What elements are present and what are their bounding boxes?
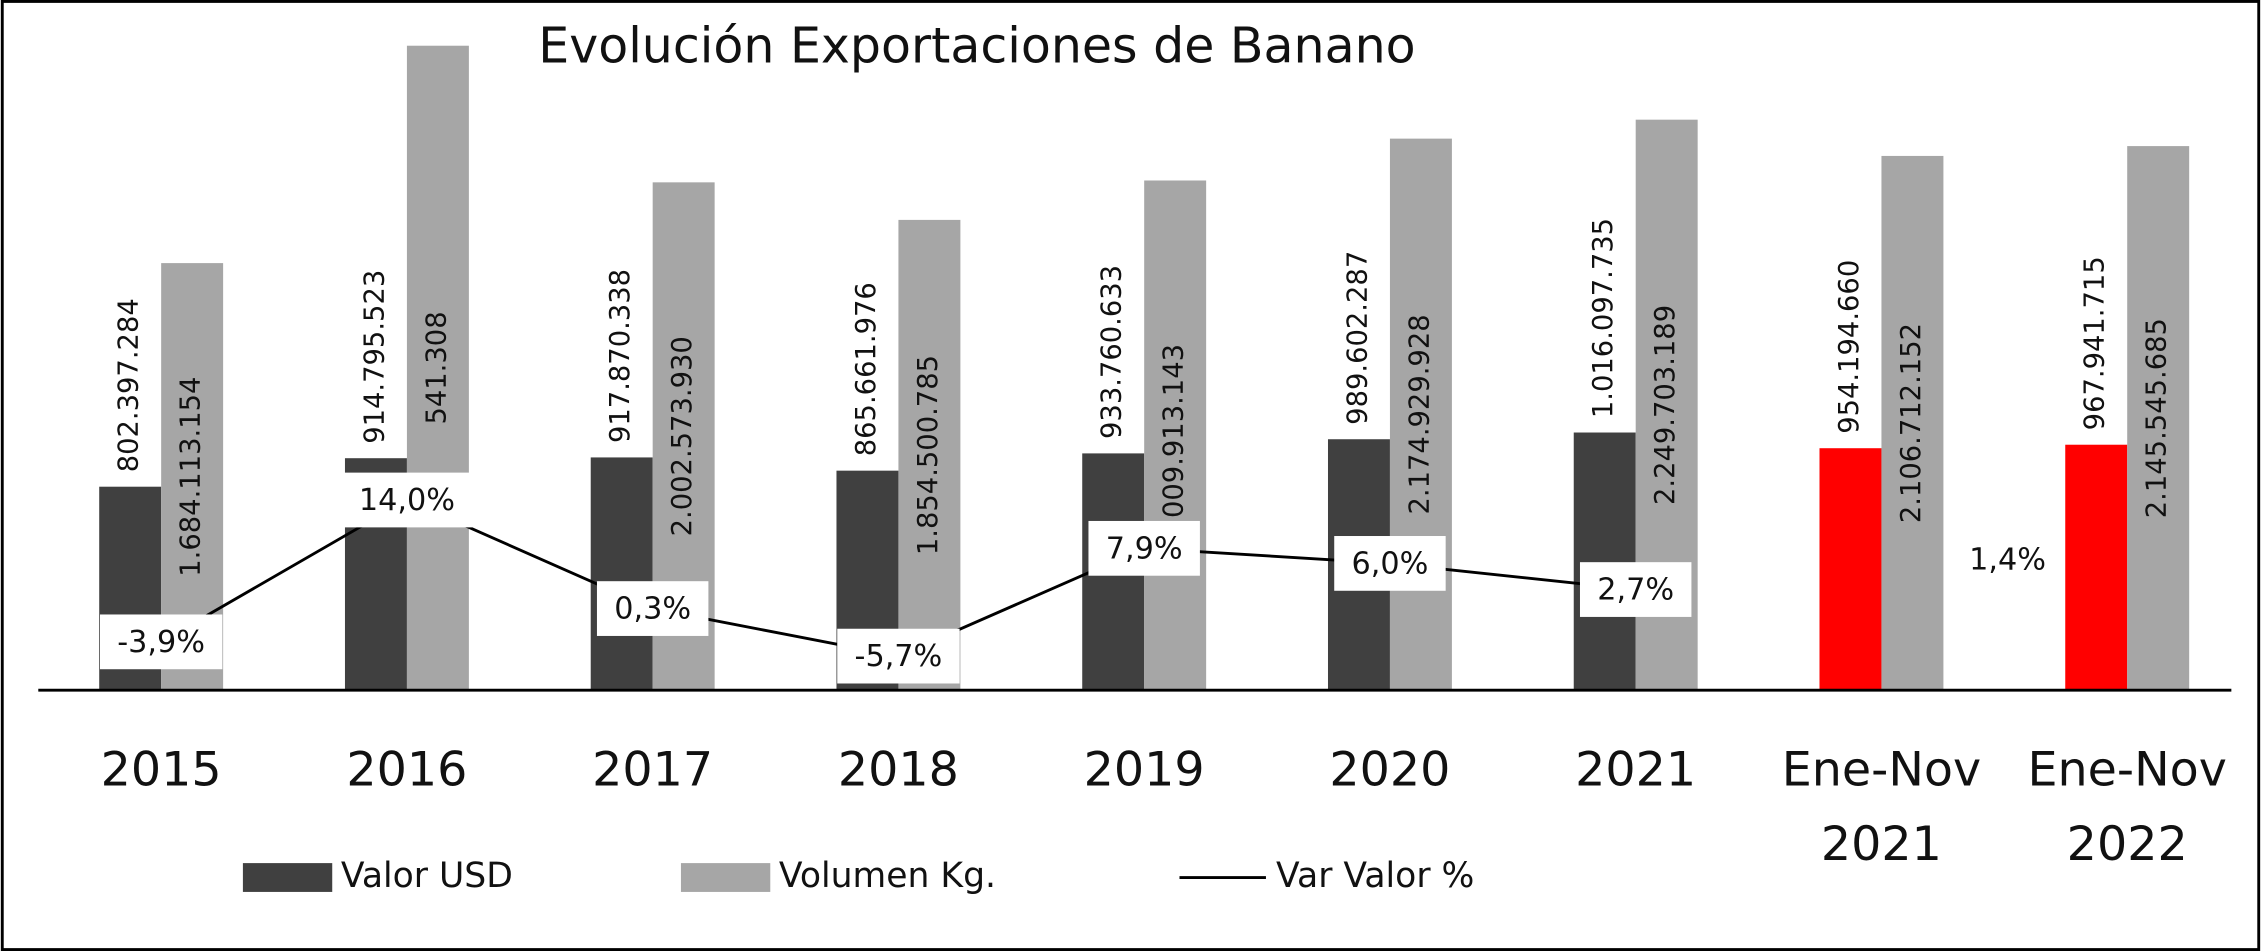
label-box bbox=[341, 472, 473, 528]
line-label: -5,7% bbox=[837, 628, 960, 684]
legend-label: Var Valor % bbox=[1276, 856, 1474, 896]
legend-swatch bbox=[242, 863, 333, 892]
line-label: 1,4% bbox=[1969, 542, 2046, 577]
line-value-label: 0,3% bbox=[614, 592, 691, 627]
line-value-label: 6,0% bbox=[1352, 546, 1429, 581]
value-label: 989.602.287 bbox=[1342, 251, 1373, 425]
line-value-label: 2,7% bbox=[1597, 572, 1674, 607]
line-label: 2,7% bbox=[1579, 562, 1692, 617]
label-box bbox=[99, 614, 223, 670]
value-label: 917.870.338 bbox=[605, 269, 636, 443]
bar bbox=[1573, 432, 1636, 691]
x-tick-wrap: Ene-Nov 2022 bbox=[2027, 740, 2227, 872]
x-tick-label: Ene-Nov 2021 bbox=[1781, 740, 1982, 872]
bar bbox=[1819, 448, 1882, 691]
x-tick-wrap: 2017 bbox=[592, 740, 714, 797]
line-value-label: 7,9% bbox=[1106, 531, 1183, 566]
bar bbox=[2065, 444, 2128, 691]
bar bbox=[898, 219, 961, 691]
line-value-label: -3,9% bbox=[117, 625, 205, 660]
x-tick-label: 2017 bbox=[592, 740, 714, 797]
line-value-label: 14,0% bbox=[359, 483, 455, 518]
x-tick-wrap: 2018 bbox=[837, 740, 959, 797]
line-value-label: -5,7% bbox=[855, 639, 943, 674]
value-label: 541.308 bbox=[421, 311, 452, 424]
value-label: 802.397.284 bbox=[114, 298, 145, 472]
bar bbox=[1389, 138, 1452, 691]
bar bbox=[2127, 146, 2190, 691]
value-label: 865.661.976 bbox=[851, 282, 882, 456]
bar bbox=[1881, 155, 1944, 691]
value-label: 2.106.712.152 bbox=[1896, 323, 1927, 523]
value-label: .009.913.143 bbox=[1159, 344, 1190, 527]
value-label: 954.194.660 bbox=[1834, 260, 1865, 434]
value-label: 1.016.097.735 bbox=[1588, 218, 1619, 418]
x-tick-wrap: 2021 bbox=[1575, 740, 1697, 797]
line-label: 14,0% bbox=[341, 472, 473, 528]
x-tick-label: Ene-Nov 2022 bbox=[2027, 740, 2227, 872]
label-box bbox=[837, 628, 960, 684]
legend-label: Valor USD bbox=[341, 856, 513, 896]
value-label: 2.002.573.930 bbox=[667, 336, 698, 536]
label-box bbox=[1579, 562, 1692, 617]
value-label: 914.795.523 bbox=[359, 270, 390, 444]
line-value-label: 1,4% bbox=[1969, 542, 2046, 577]
label-box bbox=[1334, 536, 1446, 591]
line-label: 7,9% bbox=[1088, 520, 1200, 576]
value-label: 1.854.500.785 bbox=[913, 355, 944, 555]
x-tick-wrap: 2019 bbox=[1083, 740, 1205, 797]
x-tick-label: 2015 bbox=[100, 740, 222, 797]
x-tick-wrap: 2020 bbox=[1329, 740, 1451, 797]
x-tick-label: 2018 bbox=[837, 740, 959, 797]
x-tick-wrap: 2016 bbox=[346, 740, 468, 797]
x-tick-wrap: 2015 bbox=[100, 740, 222, 797]
bar-labels: 802.397.284 914.795.523 917.870.338 865.661… bbox=[114, 218, 2173, 577]
value-label: 933.760.633 bbox=[1097, 265, 1128, 439]
line-label: 0,3% bbox=[596, 581, 709, 636]
value-label: 2.145.545.685 bbox=[2142, 318, 2173, 518]
x-tick-label: 2021 bbox=[1575, 740, 1697, 797]
x-tick-label: 2020 bbox=[1329, 740, 1451, 797]
value-label: 1.684.113.154 bbox=[176, 377, 207, 577]
label-box bbox=[596, 581, 709, 636]
line-label: -3,9% bbox=[99, 614, 223, 670]
label-box bbox=[1088, 520, 1200, 576]
x-tick-label: 2016 bbox=[346, 740, 468, 797]
chart-title: Evolución Exportaciones de Banano bbox=[538, 17, 1415, 74]
legend-swatch bbox=[680, 863, 771, 892]
bar bbox=[1144, 180, 1207, 691]
bar bbox=[590, 457, 653, 691]
line-label: 6,0% bbox=[1334, 536, 1446, 591]
bar bbox=[406, 45, 469, 691]
value-label: 2.249.703.189 bbox=[1650, 305, 1681, 505]
value-label: 967.941.715 bbox=[2080, 256, 2111, 430]
x-tick-label: 2019 bbox=[1083, 740, 1205, 797]
value-label: 2.174.929.928 bbox=[1404, 314, 1435, 514]
x-tick-wrap: Ene-Nov 2021 bbox=[1781, 740, 1982, 872]
legend-label: Volumen Kg. bbox=[779, 856, 996, 896]
